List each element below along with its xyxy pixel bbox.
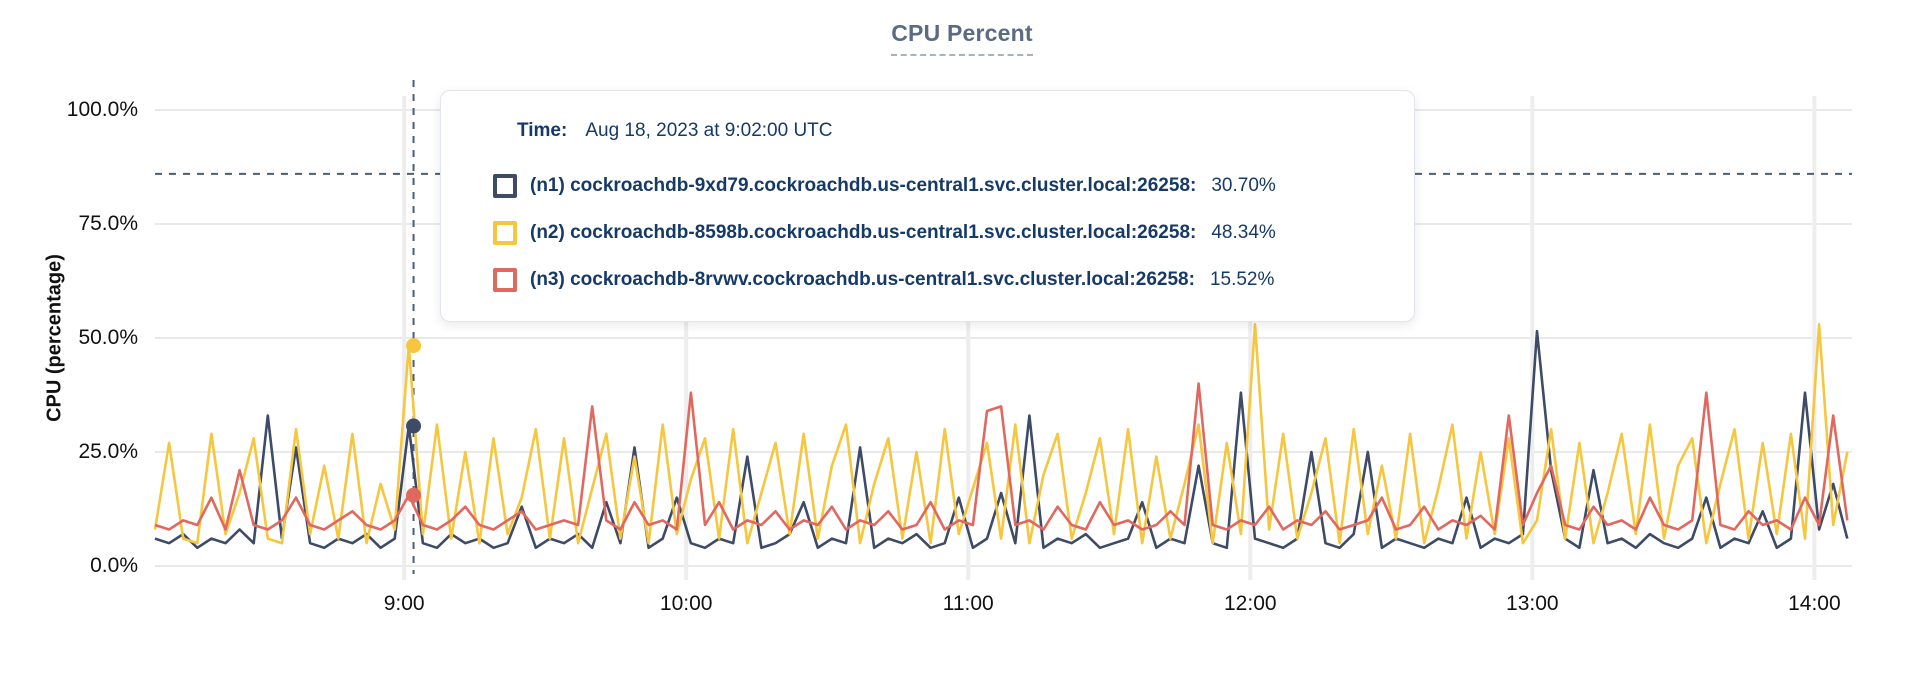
- x-tick-label: 14:00: [1788, 592, 1841, 615]
- series-n2-value: 48.34%: [1211, 222, 1276, 243]
- y-tick-label: 75.0%: [78, 212, 138, 235]
- series-n2-label: (n2) cockroachdb-8598b.cockroachdb.us-ce…: [530, 222, 1197, 243]
- series-line-n2[interactable]: [153, 322, 1849, 545]
- series-line-n3[interactable]: [154, 382, 1849, 531]
- chart-title-wrap: CPU Percent: [0, 20, 1924, 56]
- hover-point-n2: [406, 338, 422, 354]
- series-line-n1[interactable]: [154, 329, 1849, 550]
- x-tick-label: 13:00: [1506, 592, 1559, 615]
- hover-point-n3: [406, 487, 422, 503]
- series-n3-label: (n3) cockroachdb-8rvwv.cockroachdb.us-ce…: [530, 269, 1195, 290]
- x-tick-label: 9:00: [383, 592, 425, 615]
- hover-point-n1: [406, 418, 422, 434]
- y-tick-label: 100.0%: [66, 98, 138, 121]
- chart-title[interactable]: CPU Percent: [891, 20, 1033, 56]
- x-tick-label: 11:00: [942, 592, 994, 615]
- tooltip-series-row-n2: (n2) cockroachdb-8598b.cockroachdb.us-ce…: [493, 218, 1414, 248]
- y-tick-label: 50.0%: [78, 326, 138, 349]
- y-tick-label: 25.0%: [78, 440, 138, 463]
- series-n1-value: 30.70%: [1211, 175, 1276, 196]
- tooltip-time-label: Time:: [517, 120, 568, 141]
- y-tick-label: 0.0%: [90, 554, 138, 577]
- x-tick-label: 12:00: [1224, 592, 1277, 615]
- series-n3-value: 15.52%: [1209, 269, 1275, 290]
- x-tick-label: 10:00: [659, 592, 713, 615]
- chart-tooltip: Time: Aug 18, 2023 at 9:02:00 UTC (n1) c…: [440, 90, 1415, 322]
- tooltip-series-row-n1: (n1) cockroachdb-9xd79.cockroachdb.us-ce…: [493, 171, 1414, 201]
- series-n3-swatch-icon: [493, 268, 517, 292]
- tooltip-series-row-n3: (n3) cockroachdb-8rvwv.cockroachdb.us-ce…: [493, 265, 1414, 295]
- tooltip-time-value: Aug 18, 2023 at 9:02:00 UTC: [585, 120, 833, 141]
- series-n1-label: (n1) cockroachdb-9xd79.cockroachdb.us-ce…: [530, 175, 1197, 196]
- series-n1-swatch-icon: [493, 174, 517, 198]
- tooltip-time-row: Time: Aug 18, 2023 at 9:02:00 UTC: [517, 117, 1414, 145]
- series-n2-swatch-icon: [493, 221, 517, 245]
